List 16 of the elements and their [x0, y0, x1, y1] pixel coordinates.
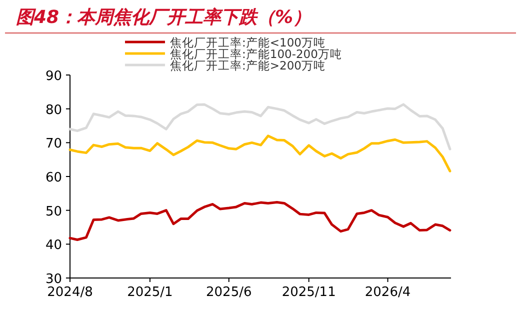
- y-tick-label: 60: [45, 170, 62, 186]
- y-tick-label: 90: [45, 69, 62, 84]
- legend-label: 焦化厂开工率:产能<100万吨: [170, 36, 326, 50]
- y-tick-label: 70: [45, 136, 62, 152]
- y-tick-label: 40: [45, 238, 62, 254]
- title: 图48：本周焦化厂开工率下跌（%）: [16, 7, 312, 28]
- x-tick-label: 2024/8: [47, 285, 93, 300]
- x-tick-label: 2026/4: [364, 285, 411, 300]
- x-tick-label: 2025/11: [282, 285, 336, 300]
- x-tick-label: 2025/6: [206, 285, 252, 300]
- y-tick-label: 30: [45, 272, 62, 287]
- legend-label: 焦化厂开工率:产能>200万吨: [170, 58, 326, 72]
- x-tick-label: 2025/1: [127, 285, 173, 300]
- y-tick-label: 80: [45, 102, 62, 118]
- y-tick-label: 50: [45, 204, 62, 220]
- legend-label: 焦化厂开工率:产能100-200万吨: [170, 47, 342, 61]
